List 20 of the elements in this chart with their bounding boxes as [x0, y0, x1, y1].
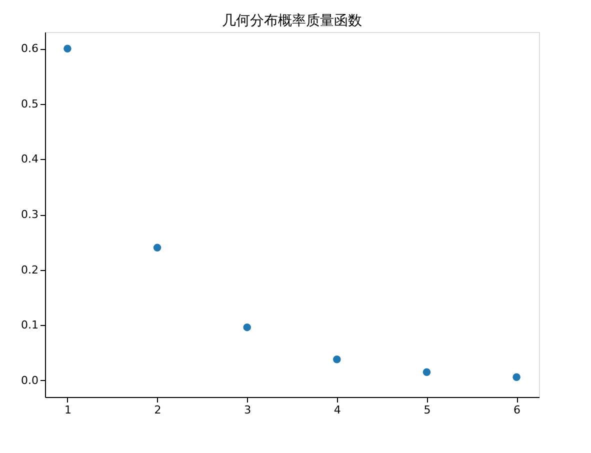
x-tick-label: 2 — [154, 404, 162, 416]
y-tick-label: 0.2 — [21, 263, 38, 276]
y-tick-label: 0.5 — [21, 97, 38, 110]
y-tick-label: 0.0 — [21, 374, 38, 387]
x-tick-label: 6 — [514, 404, 521, 416]
x-tick-label: 3 — [244, 404, 252, 416]
chart-title: 几何分布概率质量函数 — [222, 12, 362, 28]
point — [512, 373, 520, 381]
x-tick-label: 1 — [64, 404, 72, 416]
y-tick-label: 0.1 — [21, 318, 38, 332]
x-tick-label: 4 — [334, 404, 341, 416]
point — [153, 244, 162, 252]
point — [64, 44, 72, 52]
y-tick-label: 0.6 — [21, 42, 38, 56]
point — [243, 323, 251, 332]
y-tick-label: 0.3 — [21, 208, 38, 221]
point — [333, 356, 341, 364]
point — [422, 368, 431, 376]
y-tick-label: 0.4 — [21, 152, 38, 166]
x-tick-label: 5 — [424, 404, 431, 416]
